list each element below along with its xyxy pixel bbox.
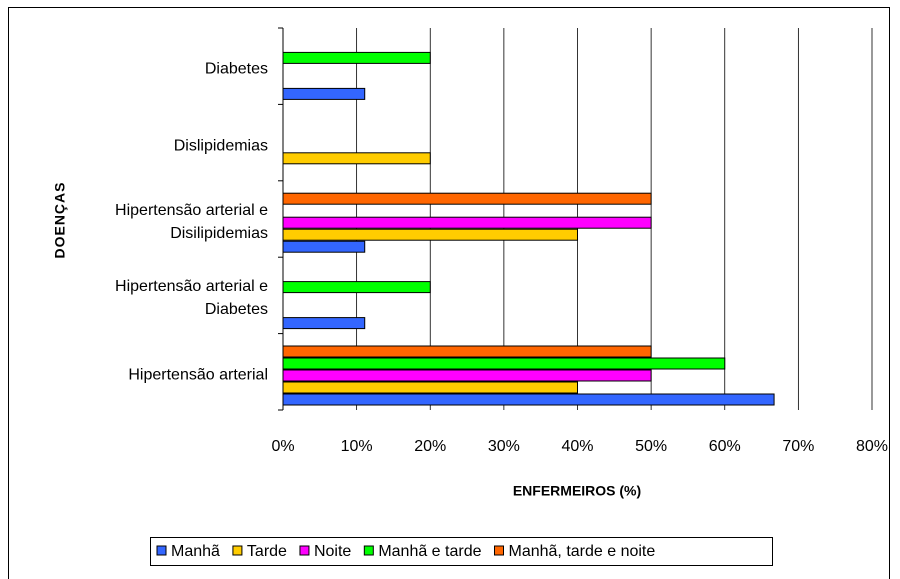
- x-axis-title: ENFERMEIROS (%): [513, 483, 641, 499]
- bar: [282, 357, 726, 370]
- x-tick-label: 10%: [341, 438, 373, 455]
- legend-label: Tarde: [247, 543, 287, 560]
- y-tick-label: Dislipidemias: [173, 137, 268, 155]
- x-tick-label: 70%: [782, 438, 814, 455]
- legend-box: [150, 537, 773, 566]
- y-tick-label: Hipertensão arterial: [128, 366, 268, 384]
- legend-label: Noite: [314, 543, 351, 560]
- bar: [282, 317, 366, 330]
- bar: [282, 240, 366, 253]
- x-tick-label: 50%: [635, 438, 667, 455]
- x-tick-label: 40%: [561, 438, 593, 455]
- bar: [282, 192, 652, 205]
- x-tick-label: 30%: [488, 438, 520, 455]
- y-axis-title: DOENÇAS: [52, 181, 68, 258]
- x-tick-label: 60%: [709, 438, 741, 455]
- bar: [282, 216, 652, 229]
- bar: [282, 87, 366, 100]
- bar: [282, 381, 578, 394]
- bar: [282, 369, 652, 382]
- legend-swatch: [156, 545, 167, 556]
- bar: [282, 281, 431, 294]
- x-tick-label: 80%: [856, 438, 888, 455]
- chart-border: [8, 7, 890, 579]
- legend-label: Manhã: [171, 543, 220, 560]
- bar: [282, 228, 578, 241]
- bar: [282, 393, 775, 406]
- legend-label: Manhã, tarde e noite: [509, 543, 656, 560]
- legend-label: Manhã e tarde: [378, 543, 481, 560]
- bar: [282, 51, 431, 64]
- legend-swatch: [299, 545, 310, 556]
- legend-swatch: [232, 545, 243, 556]
- bar: [282, 345, 652, 358]
- y-tick-label: Diabetes: [204, 60, 268, 78]
- y-tick-label: Hipertensão arterial e Diabetes: [115, 278, 268, 319]
- legend-swatch: [494, 545, 504, 556]
- x-tick-label: 20%: [414, 438, 446, 455]
- x-tick-label: 0%: [271, 438, 294, 455]
- y-tick-label: Hipertensão arterial e Disilipidemias: [115, 202, 268, 242]
- bar: [282, 152, 431, 165]
- legend-swatch: [363, 545, 374, 556]
